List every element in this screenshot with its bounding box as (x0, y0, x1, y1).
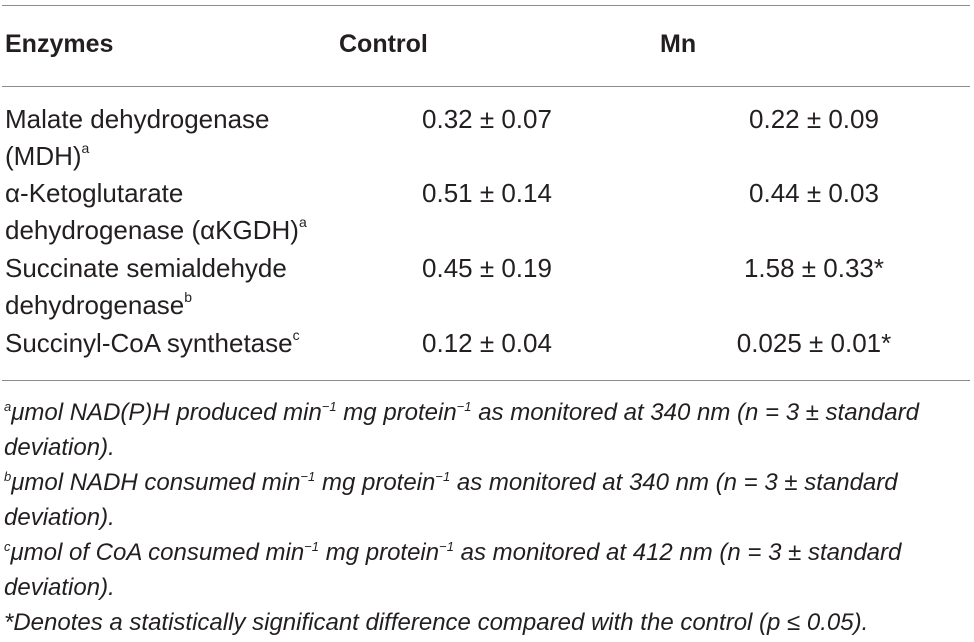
header-control: Control (339, 30, 428, 58)
footnote-mark: c (292, 327, 300, 344)
control-value: 0.45 ± 0.19 (422, 253, 552, 283)
header-mn: Mn (660, 30, 697, 58)
table-footnotes: aμmol NAD(P)H produced min−1 mg protein−… (4, 395, 970, 640)
footnote-c: cμmol of CoA consumed min−1 mg protein−1… (4, 539, 902, 601)
footnote-b: bμmol NADH consumed min−1 mg protein−1 a… (4, 469, 898, 531)
mn-value: 1.58 ± 0.33* (743, 253, 885, 283)
control-value: 0.32 ± 0.07 (422, 104, 552, 134)
enzyme-name-line1: Malate dehydrogenase (5, 104, 270, 134)
footnote-mark: b (184, 289, 193, 306)
footnote-a: aμmol NAD(P)H produced min−1 mg protein−… (4, 399, 919, 461)
enzyme-name-line1: Succinate semialdehyde (5, 253, 287, 283)
mn-value: 0.22 ± 0.09 (749, 104, 879, 134)
mn-value: 0.44 ± 0.03 (749, 178, 879, 208)
footnote-mark: a (298, 214, 307, 231)
enzyme-name-line2: dehydrogenase (αKGDH)a (5, 214, 307, 245)
enzyme-name-line1: Succinyl-CoA synthetasec (5, 327, 300, 358)
enzyme-name-line2: dehydrogenaseb (5, 289, 193, 320)
table-top-rule (2, 5, 970, 6)
header-rule (2, 86, 970, 87)
control-value: 0.51 ± 0.14 (422, 178, 552, 208)
mn-value: 0.025 ± 0.01* (736, 328, 892, 358)
header-enzymes: Enzymes (5, 30, 114, 58)
control-value: 0.12 ± 0.04 (422, 328, 552, 358)
footnote-significance: *Denotes a statistically significant dif… (4, 609, 869, 636)
enzyme-name-line2: (MDH)a (5, 140, 90, 171)
footnote-mark: a (81, 140, 90, 157)
table-bottom-rule (2, 380, 970, 381)
enzyme-name-line1: α-Ketoglutarate (5, 178, 184, 208)
